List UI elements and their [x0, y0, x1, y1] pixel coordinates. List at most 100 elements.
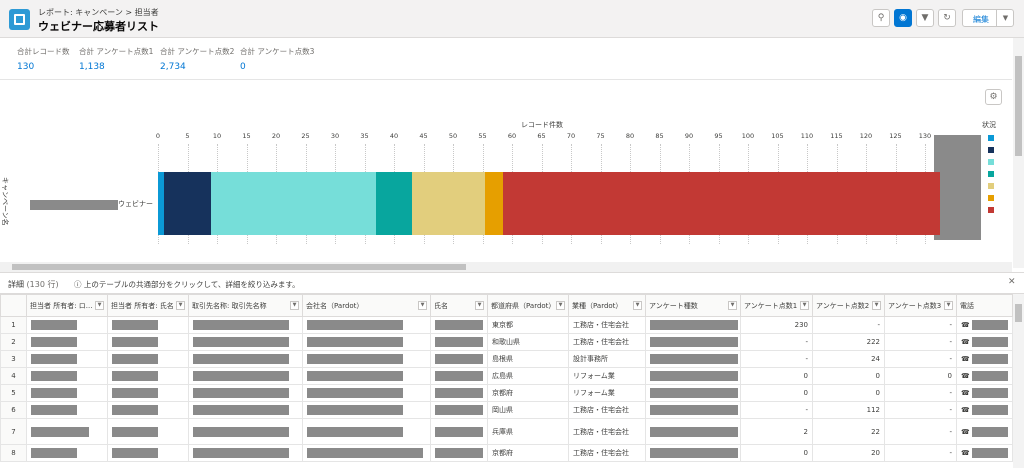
legend-swatch[interactable]	[988, 195, 994, 201]
redacted-value	[31, 448, 77, 458]
table-row[interactable]: 3 島根県 設計事務所 -24- ☎	[0, 350, 1013, 368]
edit-button[interactable]: 編集 ▼	[962, 9, 1014, 27]
y-axis-title: キャンペーン名	[1, 177, 9, 226]
column-header[interactable]: 都道府県（Pardot） ▼	[487, 294, 569, 317]
phone-icon[interactable]: ☎	[961, 406, 972, 414]
aggregate-value: 130	[17, 62, 35, 72]
column-header[interactable]: 業種（Pardot） ▼	[568, 294, 646, 317]
legend-swatch[interactable]	[988, 207, 994, 213]
redacted-cell	[302, 418, 431, 445]
redacted-cell	[107, 384, 189, 402]
column-menu-chevron-icon[interactable]: ▼	[475, 301, 484, 310]
phone-icon[interactable]: ☎	[961, 389, 972, 397]
column-menu-chevron-icon[interactable]: ▼	[633, 301, 642, 310]
column-header[interactable]: 氏名 ▼	[430, 294, 488, 317]
column-menu-chevron-icon[interactable]: ▼	[556, 301, 565, 310]
table-row[interactable]: 5 京都府 リフォーム業 0 0- ☎	[0, 384, 1013, 402]
redacted-cell	[645, 444, 741, 462]
redacted-value	[112, 354, 158, 364]
chevron-down-icon[interactable]: ▼	[996, 10, 1014, 26]
column-menu-chevron-icon[interactable]: ▼	[176, 301, 185, 310]
column-menu-chevron-icon[interactable]: ▼	[290, 301, 299, 310]
bar-segment[interactable]	[503, 172, 940, 235]
bar-segment[interactable]	[376, 172, 412, 235]
column-menu-chevron-icon[interactable]: ▼	[728, 301, 737, 310]
redacted-value	[650, 371, 738, 381]
redacted-cell	[188, 384, 303, 402]
redacted-cell	[188, 401, 303, 419]
column-header-label: 業種（Pardot）	[572, 301, 623, 310]
redacted-cell	[107, 367, 189, 385]
column-header[interactable]: アンケート点数1 ▼	[740, 294, 813, 317]
column-header[interactable]: アンケート点数3 ▼	[884, 294, 957, 317]
table-row[interactable]: 1 東京都 工務店・住宅会社 230- - ☎	[0, 316, 1013, 334]
table-row[interactable]: 4 広島県 リフォーム業 0 0 0 ☎	[0, 367, 1013, 385]
table-scrollbar[interactable]	[1013, 294, 1024, 468]
phone-icon[interactable]: ☎	[961, 427, 972, 436]
prefecture-cell: 兵庫県	[487, 418, 569, 445]
phone-icon[interactable]: ☎	[961, 321, 972, 329]
breadcrumb[interactable]: レポート: キャンペーン > 担当者	[38, 8, 159, 17]
refresh-data-button[interactable]: ◉	[894, 9, 912, 27]
redacted-value	[435, 388, 483, 398]
table-row[interactable]: 6 岡山県 工務店・住宅会社 -112- ☎	[0, 401, 1013, 419]
x-tick-label: 100	[741, 132, 755, 140]
row-number: 2	[0, 333, 27, 351]
score1-cell: 0	[740, 384, 813, 402]
column-menu-chevron-icon[interactable]: ▼	[800, 301, 809, 310]
redacted-value	[435, 448, 483, 458]
x-tick-label: 40	[389, 132, 399, 140]
redacted-value	[435, 354, 483, 364]
column-header[interactable]: アンケート点数2 ▼	[812, 294, 885, 317]
legend-swatch[interactable]	[988, 171, 994, 177]
redacted-cell	[430, 444, 488, 462]
table-row[interactable]: 7 兵庫県 工務店・住宅会社 2 22- ☎	[0, 418, 1013, 445]
bar-segment[interactable]	[158, 172, 164, 235]
close-icon[interactable]: ✕	[1008, 277, 1016, 287]
legend-swatch[interactable]	[988, 147, 994, 153]
x-tick-label: 105	[771, 132, 784, 140]
column-menu-chevron-icon[interactable]: ▼	[95, 301, 104, 310]
table-row[interactable]: 8 京都府 工務店・住宅会社 0 20- ☎	[0, 444, 1013, 462]
phone-icon[interactable]: ☎	[961, 355, 972, 363]
column-header[interactable]: 担当者 所有者: 氏名 ▼	[107, 294, 189, 317]
redacted-cell	[302, 333, 431, 351]
redacted-cell	[188, 444, 303, 462]
redacted-value	[112, 448, 158, 458]
column-header[interactable]: アンケート種数 ▼	[645, 294, 741, 317]
search-button[interactable]: ⚲	[872, 9, 890, 27]
redacted-cell	[302, 350, 431, 368]
chart-scrollbar[interactable]	[0, 262, 1012, 272]
row-number: 6	[0, 401, 27, 419]
reload-button[interactable]: ↻	[938, 9, 956, 27]
phone-icon[interactable]: ☎	[961, 449, 972, 457]
legend-title: 状況	[982, 121, 996, 129]
column-menu-chevron-icon[interactable]: ▼	[944, 301, 953, 310]
column-header[interactable]: 取引先名称: 取引先名称 ▼	[188, 294, 303, 317]
redacted-cell	[26, 333, 108, 351]
legend-swatch[interactable]	[988, 159, 994, 165]
column-menu-chevron-icon[interactable]: ▼	[418, 301, 427, 310]
page-scrollbar[interactable]	[1013, 38, 1024, 268]
legend-swatch[interactable]	[988, 183, 994, 189]
filter-button[interactable]: ▼	[916, 9, 934, 27]
legend-swatch[interactable]	[988, 135, 994, 141]
bar-segment[interactable]	[163, 172, 212, 235]
column-header[interactable]: 会社名（Pardot） ▼	[302, 294, 431, 317]
column-header[interactable]: 電話	[956, 294, 1013, 317]
bar-segment[interactable]	[211, 172, 377, 235]
bar-segment[interactable]	[485, 172, 504, 235]
redacted-value	[307, 426, 403, 437]
phone-icon[interactable]: ☎	[961, 372, 972, 380]
redacted-value	[971, 354, 1008, 364]
table-row[interactable]: 2 和歌山県 工務店・住宅会社 -222- ☎	[0, 333, 1013, 351]
redacted-value	[307, 371, 403, 381]
redacted-cell	[26, 316, 108, 334]
redacted-cell	[107, 333, 189, 351]
column-header[interactable]: 担当者 所有者: ロ... ▼	[26, 294, 108, 317]
bar-segment[interactable]	[411, 172, 486, 235]
phone-icon[interactable]: ☎	[961, 338, 972, 346]
chart-settings-button[interactable]: ⚙	[985, 89, 1002, 105]
prefecture-cell: 京都府	[487, 444, 569, 462]
column-menu-chevron-icon[interactable]: ▼	[872, 301, 881, 310]
